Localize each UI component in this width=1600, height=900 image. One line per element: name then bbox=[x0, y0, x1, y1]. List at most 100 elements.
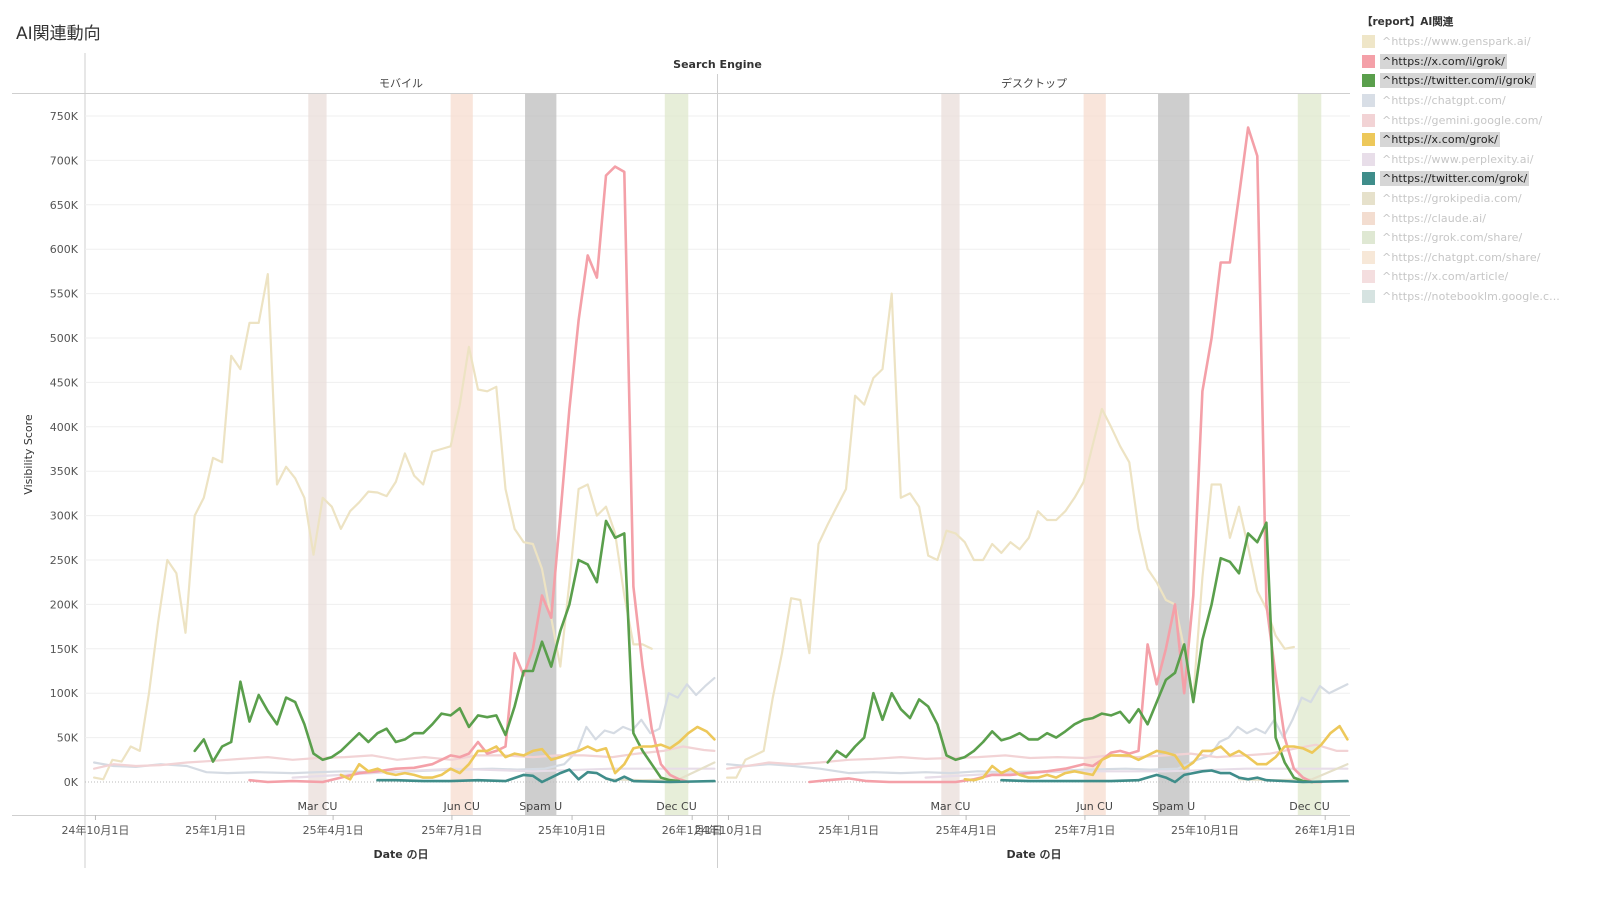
x-tick-label: 25年7月1日 bbox=[421, 823, 482, 837]
x-tick-label: 25年1月1日 bbox=[185, 823, 246, 837]
band-mar-cu bbox=[308, 94, 327, 815]
legend-label: ^https://www.genspark.ai/ bbox=[1382, 35, 1531, 49]
series-line bbox=[92, 745, 716, 770]
legend-item[interactable]: ^https://chatgpt.com/ bbox=[1362, 91, 1598, 111]
legend-swatch bbox=[1362, 74, 1375, 88]
legend-label: ^https://gemini.google.com/ bbox=[1382, 113, 1543, 127]
legend-label: ^https://x.com/grok/ bbox=[1380, 132, 1500, 148]
y-tick-label: 350K bbox=[50, 465, 79, 478]
band-label: Spam U bbox=[519, 800, 562, 813]
x-axis-title: Date の日 bbox=[1006, 848, 1061, 861]
legend-label: ^https://x.com/article/ bbox=[1382, 270, 1509, 284]
legend-swatch bbox=[1362, 250, 1375, 264]
series-line bbox=[826, 521, 1314, 784]
band-label: Dec CU bbox=[656, 800, 697, 813]
legend[interactable]: 【report】AI関連 ^https://www.genspark.ai/ ^h… bbox=[1362, 12, 1598, 306]
x-tick-label: 25年4月1日 bbox=[936, 823, 997, 837]
legend-label: ^https://grokipedia.com/ bbox=[1382, 192, 1522, 206]
legend-item[interactable]: ^https://claude.ai/ bbox=[1362, 208, 1598, 228]
panel-desktop bbox=[718, 94, 1350, 820]
legend-swatch bbox=[1362, 192, 1375, 206]
y-tick-label: 600K bbox=[50, 243, 79, 256]
y-tick-label: 650K bbox=[50, 199, 79, 212]
legend-item[interactable]: ^https://twitter.com/grok/ bbox=[1362, 169, 1598, 189]
series-line bbox=[92, 676, 716, 775]
legend-label: ^https://x.com/i/grok/ bbox=[1380, 53, 1507, 69]
dashboard-title: AI関連動向 bbox=[16, 24, 101, 44]
legend-item[interactable]: ^https://www.perplexity.ai/ bbox=[1362, 150, 1598, 170]
legend-title: 【report】AI関連 bbox=[1362, 16, 1454, 28]
legend-item[interactable]: ^https://x.com/article/ bbox=[1362, 267, 1598, 287]
legend-label: ^https://grok.com/share/ bbox=[1382, 231, 1523, 245]
band-label: Jun CU bbox=[443, 800, 480, 813]
band-jun-cu bbox=[1083, 94, 1106, 815]
band-jun-cu bbox=[450, 94, 473, 815]
series-line bbox=[725, 292, 1296, 779]
y-tick-label: 550K bbox=[50, 288, 79, 301]
band-label: Dec CU bbox=[1289, 800, 1330, 813]
legend-item[interactable]: ^https://notebooklm.google.c... bbox=[1362, 287, 1598, 307]
legend-swatch bbox=[1362, 231, 1375, 245]
legend-swatch bbox=[1362, 211, 1375, 225]
legend-swatch bbox=[1362, 172, 1375, 186]
y-axis-title: Visibility Score bbox=[22, 414, 35, 495]
legend-swatch bbox=[1362, 94, 1375, 108]
y-tick-label: 750K bbox=[50, 110, 79, 123]
series-line bbox=[725, 683, 1349, 775]
series-line bbox=[376, 768, 716, 784]
legend-swatch bbox=[1362, 35, 1375, 49]
band-label: Mar CU bbox=[930, 800, 970, 813]
band-mar-cu bbox=[941, 94, 960, 815]
y-tick-label: 250K bbox=[50, 554, 79, 567]
series-line bbox=[339, 725, 716, 781]
y-tick-label: 400K bbox=[50, 421, 79, 434]
y-tick-label: 500K bbox=[50, 332, 79, 345]
band-dec-cu bbox=[664, 94, 689, 815]
series-line bbox=[963, 724, 1349, 782]
panel-header: モバイル bbox=[379, 77, 423, 90]
legend-label: ^https://chatgpt.com/share/ bbox=[1382, 250, 1541, 264]
y-tick-label: 100K bbox=[50, 687, 79, 700]
y-tick-label: 50K bbox=[57, 732, 79, 745]
panel-header: デスクトップ bbox=[1001, 76, 1067, 90]
legend-label: ^https://twitter.com/i/grok/ bbox=[1380, 73, 1537, 89]
series-line bbox=[92, 273, 653, 781]
x-tick-label: 24年10月1日 bbox=[694, 823, 762, 837]
x-tick-label: 26年1月1日 bbox=[1295, 823, 1355, 837]
legend-label: ^https://twitter.com/grok/ bbox=[1380, 171, 1530, 187]
legend-item[interactable]: ^https://gemini.google.com/ bbox=[1362, 110, 1598, 130]
legend-item[interactable]: ^https://chatgpt.com/share/ bbox=[1362, 248, 1598, 268]
x-tick-label: 26年1月1日 bbox=[662, 823, 723, 837]
series-line bbox=[1237, 763, 1349, 782]
legend-swatch bbox=[1362, 113, 1375, 127]
legend-item[interactable]: ^https://x.com/i/grok/ bbox=[1362, 52, 1598, 72]
series-line bbox=[725, 743, 1349, 770]
legend-label: ^https://chatgpt.com/ bbox=[1382, 94, 1506, 108]
legend-label: ^https://www.perplexity.ai/ bbox=[1382, 152, 1534, 166]
series-line bbox=[1000, 769, 1349, 784]
y-tick-label: 700K bbox=[50, 154, 79, 167]
series-line bbox=[808, 126, 1323, 784]
legend-swatch bbox=[1362, 152, 1375, 166]
legend-item[interactable]: ^https://www.genspark.ai/ bbox=[1362, 32, 1598, 52]
legend-item[interactable]: ^https://grokipedia.com/ bbox=[1362, 189, 1598, 209]
band-spam-u bbox=[525, 94, 557, 815]
band-label: Spam U bbox=[1152, 800, 1195, 813]
legend-item[interactable]: ^https://twitter.com/i/grok/ bbox=[1362, 71, 1598, 91]
column-header: Search Engine bbox=[673, 58, 762, 71]
series-line bbox=[193, 519, 681, 783]
legend-swatch bbox=[1362, 54, 1375, 68]
y-tick-label: 200K bbox=[50, 598, 79, 611]
x-axis-title: Date の日 bbox=[373, 848, 428, 861]
y-tick-label: 150K bbox=[50, 643, 79, 656]
y-tick-label: 450K bbox=[50, 376, 79, 389]
legend-swatch bbox=[1362, 270, 1375, 284]
line-chart: Search Engine Visibility Score 0K 50K 100K 15… bbox=[12, 53, 1355, 868]
legend-label: ^https://notebooklm.google.c... bbox=[1382, 290, 1560, 304]
legend-item[interactable]: ^https://grok.com/share/ bbox=[1362, 228, 1598, 248]
legend-swatch bbox=[1362, 133, 1375, 147]
band-spam-u bbox=[1158, 94, 1190, 815]
panel-mobile bbox=[85, 94, 717, 820]
legend-item[interactable]: ^https://x.com/grok/ bbox=[1362, 130, 1598, 150]
x-tick-label: 25年10月1日 bbox=[1171, 823, 1239, 837]
